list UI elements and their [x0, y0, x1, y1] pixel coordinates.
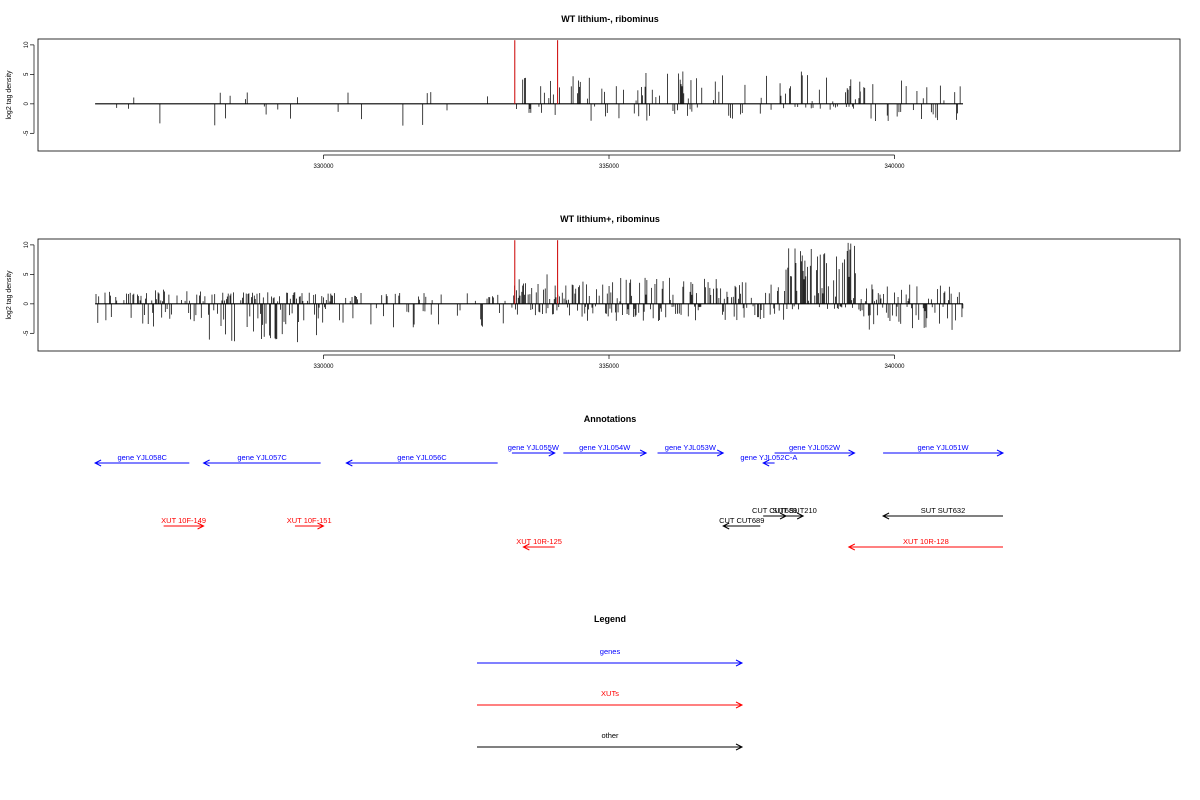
annotations-panel: Annotations gene YJL058C gene YJL057C gene… [93, 414, 1005, 551]
track-lithium-plus: WT lithium+, ribominus log2 tag density … [6, 214, 1181, 370]
gene-label: gene YJL054W [579, 443, 631, 452]
legend-item-other: other [477, 731, 744, 751]
y-axis-label: log2 tag density [6, 270, 13, 320]
gene-arrow-head [639, 449, 648, 457]
y-axis: -5 0 5 10 [24, 241, 35, 336]
density-bars [95, 71, 964, 126]
y-tick-label: -5 [24, 130, 30, 136]
gene-feature: gene YJL056C [345, 453, 498, 467]
gene-feature: gene YJL052C-A [740, 453, 797, 467]
other-feature: SUT SUT632 [881, 506, 1003, 520]
legend-item-genes: genes [477, 647, 744, 667]
gene-arrow-head [996, 449, 1005, 457]
gene-arrow-head [848, 449, 856, 457]
x-tick-label: 335000 [599, 164, 620, 170]
legend: Legend genes XUTs other [477, 614, 744, 751]
other-label: CUT CUT689 [752, 506, 797, 515]
gene-feature: gene YJL053W [657, 443, 725, 457]
x-tick-label: 330000 [313, 364, 334, 370]
gene-arrow-head [716, 449, 725, 457]
gene-arrow-head [93, 459, 102, 467]
track-lithium-minus: WT lithium-, ribominus log2 tag density … [6, 14, 1181, 170]
other-feature: CUT CUT689 [719, 516, 764, 530]
legend-title: Legend [594, 614, 626, 624]
gene-feature: gene YJL054W [563, 443, 648, 457]
gene-arrow-head [762, 459, 770, 467]
gene-label: gene YJL055W [508, 443, 560, 452]
annotation-features: gene YJL058C gene YJL057C gene YJL056C gene… [93, 443, 1005, 551]
x-tick-label: 340000 [884, 164, 905, 170]
chart-title: WT lithium-, ribominus [561, 14, 659, 24]
x-tick-label: 335000 [599, 364, 620, 370]
xut-feature: XUT 10R-128 [847, 537, 1003, 551]
gene-label: gene YJL057C [237, 453, 287, 462]
gene-label: gene YJL052C-A [740, 453, 797, 462]
legend-arrow-head [735, 743, 744, 751]
gene-label: gene YJL056C [397, 453, 447, 462]
other-label: SUT SUT210 [772, 506, 816, 515]
legend-label: other [601, 731, 619, 740]
x-axis: 330000 335000 340000 [313, 354, 905, 370]
xut-label: XUT 10F-151 [287, 516, 332, 525]
plot-frame [37, 238, 1181, 352]
y-tick-label: 0 [24, 102, 30, 106]
plot-frame [37, 38, 1181, 152]
xut-label: XUT 10R-125 [516, 537, 562, 546]
gene-feature: gene YJL052W [774, 443, 856, 457]
annotations-title: Annotations [584, 414, 637, 424]
gene-label: gene YJL058C [117, 453, 167, 462]
legend-label: XUTs [601, 689, 619, 698]
other-label: CUT CUT689 [719, 516, 764, 525]
chart-title: WT lithium+, ribominus [560, 214, 660, 224]
other-arrow-head [796, 512, 805, 520]
y-tick-label: 5 [24, 72, 30, 76]
gene-label: gene YJL051W [917, 443, 969, 452]
x-axis: 330000 335000 340000 [313, 154, 905, 170]
gene-feature: gene YJL051W [883, 443, 1005, 457]
other-arrow-head [881, 512, 890, 520]
y-axis: -5 0 5 10 [24, 41, 35, 136]
xut-label: XUT 10R-128 [903, 537, 949, 546]
region-markers [514, 240, 559, 304]
density-bars [95, 242, 964, 343]
region-markers [514, 40, 559, 104]
gene-arrow-head [202, 459, 210, 467]
other-arrow-head [722, 522, 730, 530]
y-tick-label: 10 [24, 41, 30, 48]
legend-items: genes XUTs other [477, 647, 744, 751]
xut-feature: XUT 10F-151 [287, 516, 332, 530]
gene-feature: gene YJL058C [93, 453, 190, 467]
xut-feature: XUT 10R-125 [516, 537, 562, 551]
gene-label: gene YJL052W [789, 443, 841, 452]
xut-arrow-head [847, 543, 856, 551]
y-tick-label: 10 [24, 241, 30, 248]
y-tick-label: -5 [24, 330, 30, 336]
y-tick-label: 5 [24, 272, 30, 276]
other-feature: SUT SUT210 [772, 506, 817, 520]
gene-feature: gene YJL055W [508, 443, 560, 457]
gene-label: gene YJL053W [665, 443, 717, 452]
xut-arrow-head [317, 522, 325, 530]
xut-feature: XUT 10F-149 [161, 516, 206, 530]
legend-label: genes [600, 647, 621, 656]
y-axis-label: log2 tag density [6, 70, 13, 120]
x-tick-label: 340000 [884, 364, 905, 370]
legend-item-XUTs: XUTs [477, 689, 744, 709]
legend-arrow-head [735, 659, 744, 667]
y-tick-label: 0 [24, 302, 30, 306]
legend-arrow-head [735, 701, 744, 709]
x-tick-label: 330000 [313, 164, 334, 170]
other-label: SUT SUT632 [921, 506, 965, 515]
gene-feature: gene YJL057C [202, 453, 321, 467]
xut-arrow-head [522, 543, 530, 551]
xut-arrow-head [197, 522, 205, 530]
gene-arrow-head [345, 459, 353, 467]
gene-arrow-head [548, 449, 556, 457]
xut-label: XUT 10F-149 [161, 516, 206, 525]
